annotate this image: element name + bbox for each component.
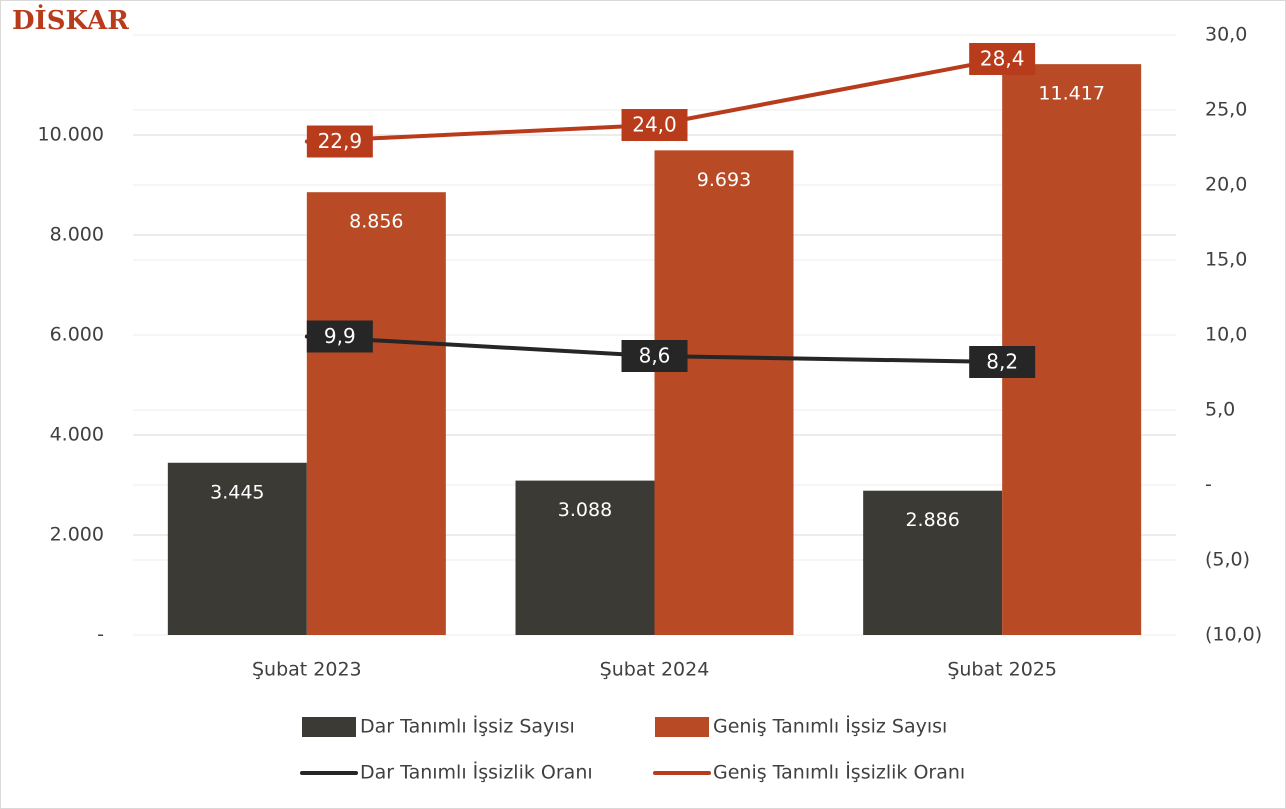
y2-tick-label: (10,0) (1205, 624, 1262, 646)
legend-label: Geniş Tanımlı İşsiz Sayısı (713, 715, 947, 738)
legend-label: Dar Tanımlı İşsiz Sayısı (360, 715, 575, 738)
bar (306, 192, 446, 635)
line-label-box (306, 125, 373, 158)
logo: DİSKAR (12, 4, 129, 36)
x-tick-label: Şubat 2023 (252, 659, 362, 681)
line-value-label: 24,0 (632, 113, 677, 137)
bar (167, 462, 307, 635)
bar-value-label: 3.088 (558, 499, 612, 521)
line-label-box (306, 320, 373, 353)
y2-tick-label: 5,0 (1205, 399, 1235, 421)
legend-label: Geniş Tanımlı İşsizlik Oranı (713, 761, 965, 784)
bar (863, 490, 1003, 635)
y2-tick-label: 30,0 (1205, 24, 1247, 46)
bar-value-label: 8.856 (349, 211, 403, 233)
line-value-label: 22,9 (318, 129, 363, 153)
y-tick-label: 2.000 (50, 524, 104, 546)
bar (515, 480, 655, 635)
y-tick-label: - (97, 624, 104, 646)
bar-value-label: 2.886 (905, 509, 959, 531)
y2-tick-label: 25,0 (1205, 99, 1247, 121)
line-value-label: 9,9 (324, 324, 356, 348)
legend-swatch (655, 717, 709, 737)
legend-swatch (302, 717, 356, 737)
line-label-box (969, 43, 1036, 75)
x-tick-label: Şubat 2025 (947, 659, 1057, 681)
line-value-label: 8,2 (986, 350, 1018, 374)
y-tick-label: 8.000 (50, 224, 104, 246)
y2-tick-label: 20,0 (1205, 174, 1247, 196)
y2-tick-label: - (1205, 474, 1212, 496)
y-tick-label: 4.000 (50, 424, 104, 446)
line-value-label: 28,4 (980, 47, 1025, 71)
y2-tick-label: (5,0) (1205, 549, 1250, 571)
line-label-box (969, 346, 1036, 378)
line-label-box (621, 340, 688, 372)
x-tick-label: Şubat 2024 (600, 659, 710, 681)
y2-tick-label: 10,0 (1205, 324, 1247, 346)
y-tick-label: 6.000 (50, 324, 104, 346)
line-label-box (621, 109, 688, 141)
bar-value-label: 11.417 (1038, 83, 1104, 105)
bar-value-label: 3.445 (210, 481, 264, 503)
bar (654, 150, 794, 635)
legend-label: Dar Tanımlı İşsizlik Oranı (360, 761, 593, 784)
y2-tick-label: 15,0 (1205, 249, 1247, 271)
line-value-label: 8,6 (639, 344, 671, 368)
y-tick-label: 10.000 (38, 124, 104, 146)
bar-value-label: 9.693 (697, 169, 751, 191)
